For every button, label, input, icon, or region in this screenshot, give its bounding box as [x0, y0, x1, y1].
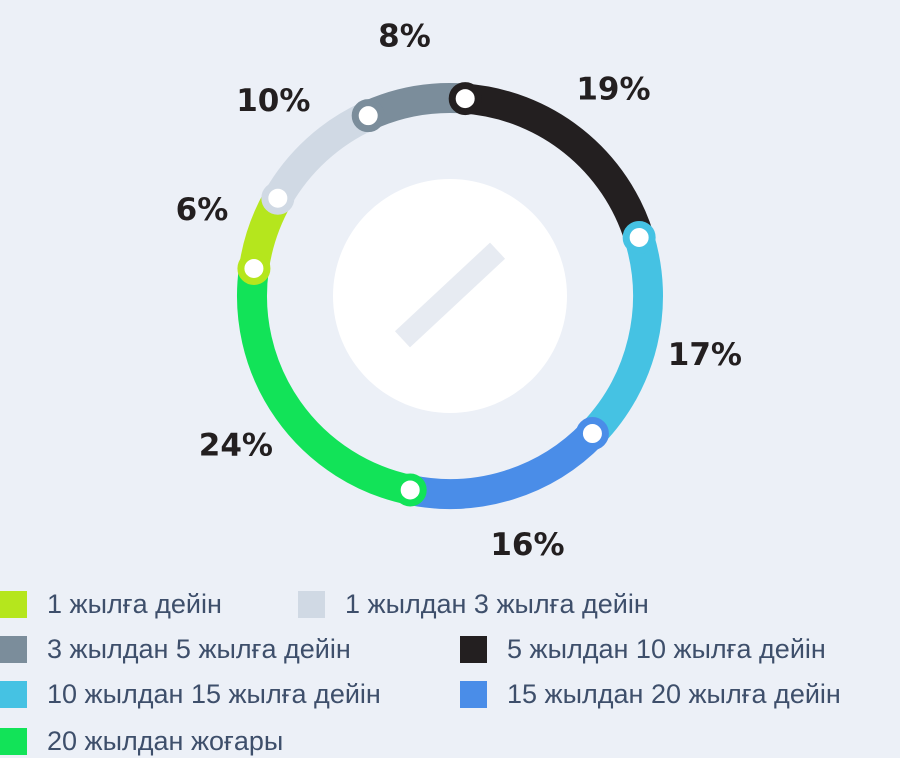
percent-label: 6% [176, 192, 229, 228]
legend-label: 3 жылдан 5 жылға дейін [47, 634, 351, 664]
ring-segment [407, 422, 604, 509]
legend-item: 1 жылға дейін [0, 589, 222, 620]
legend-item: 5 жылдан 10 жылға дейін [460, 634, 826, 665]
segment-markers [237, 82, 656, 507]
segment-marker [351, 99, 385, 133]
legend-swatch [0, 728, 27, 755]
legend-label: 15 жылдан 20 жылға дейін [507, 679, 841, 709]
ring-segment [264, 102, 375, 206]
legend-item: 10 жылдан 15 жылға дейін [0, 679, 381, 710]
percent-label: 17% [668, 337, 742, 373]
legend-item: 3 жылдан 5 жылға дейін [0, 634, 351, 665]
legend-swatch [0, 591, 27, 618]
center-slash-icon [394, 242, 506, 348]
percent-label: 8% [378, 18, 431, 54]
percent-label: 19% [576, 72, 650, 108]
segment-marker [393, 473, 427, 507]
segment-marker [448, 82, 482, 116]
legend-item: 20 жылдан жоғары [0, 726, 283, 757]
legend-item: 1 жылдан 3 жылға дейін [298, 589, 649, 620]
legend-label: 20 жылдан жоғары [47, 726, 284, 756]
legend-label: 10 жылдан 15 жылға дейін [47, 679, 381, 709]
legend-swatch [298, 591, 325, 618]
segment-marker [622, 220, 656, 254]
percent-label: 16% [490, 527, 564, 563]
legend-label: 1 жылға дейін [47, 589, 222, 619]
segment-marker [237, 251, 271, 285]
legend-swatch [0, 636, 27, 663]
ring-segment [581, 233, 663, 444]
percent-label: 24% [199, 428, 273, 464]
percent-label: 10% [236, 83, 310, 119]
legend-label: 5 жылдан 10 жылға дейін [507, 634, 826, 664]
legend: 1 жылға дейін 1 жылдан 3 жылға дейін 3 ж… [0, 580, 900, 758]
legend-swatch [0, 681, 27, 708]
legend-swatch [460, 636, 487, 663]
legend-item: 15 жылдан 20 жылға дейін [460, 679, 841, 710]
percent-labels: 6% 10% 8% 19% 17% 16% 24% [176, 18, 742, 562]
ring-segment [237, 266, 414, 505]
ring-segment [463, 83, 654, 243]
legend-swatch [460, 681, 487, 708]
segment-marker [261, 181, 295, 215]
segment-marker [575, 417, 609, 451]
legend-label: 1 жылдан 3 жылға дейін [345, 589, 649, 619]
donut-chart: 6% 10% 8% 19% 17% 16% 24% [176, 18, 742, 562]
